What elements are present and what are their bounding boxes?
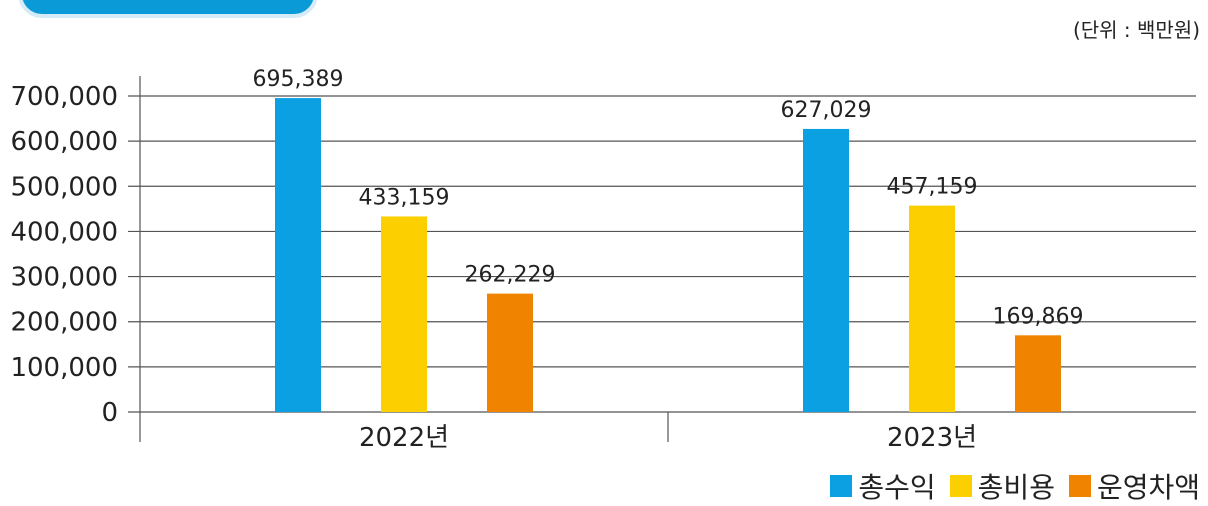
legend: 총수익 총비용 운영차액	[830, 466, 1200, 506]
legend-swatch-cost	[949, 475, 972, 497]
data-label: 627,029	[781, 98, 872, 123]
bar	[487, 293, 533, 412]
data-label: 262,229	[465, 263, 556, 288]
bar	[909, 205, 955, 412]
x-category-label: 2023년	[887, 423, 977, 453]
y-tick-label: 700,000	[10, 82, 118, 112]
x-category-label: 2022년	[359, 423, 449, 453]
legend-label-revenue: 총수익	[858, 471, 936, 504]
y-tick-label: 100,000	[10, 353, 118, 383]
y-tick-label: 400,000	[10, 217, 118, 247]
legend-label-cost: 총비용	[977, 471, 1055, 504]
y-tick-label: 300,000	[10, 263, 118, 293]
legend-item-cost: 총비용	[949, 466, 1055, 506]
data-label: 457,159	[887, 175, 978, 200]
legend-label-balance: 운영차액	[1096, 471, 1200, 504]
bar	[803, 128, 849, 412]
bar	[1015, 335, 1061, 412]
legend-swatch-balance	[1068, 475, 1091, 497]
bar-chart: 0 100,000 200,000 300,000 400,000 500,000 600,…	[10, 67, 1196, 453]
unit-note: (단위 : 백만원)	[1072, 18, 1200, 42]
y-tick-label: 0	[101, 398, 118, 428]
y-tick-label: 200,000	[10, 308, 118, 338]
legend-item-revenue: 총수익	[830, 466, 936, 506]
legend-swatch-revenue	[830, 475, 853, 497]
data-label: 169,869	[993, 304, 1084, 329]
bar	[381, 216, 427, 412]
y-tick-label: 500,000	[10, 172, 118, 202]
y-tick-label: 600,000	[10, 127, 118, 157]
bar	[275, 98, 321, 412]
data-label: 695,389	[253, 67, 344, 92]
legend-item-balance: 운영차액	[1068, 466, 1200, 506]
data-label: 433,159	[359, 185, 450, 210]
